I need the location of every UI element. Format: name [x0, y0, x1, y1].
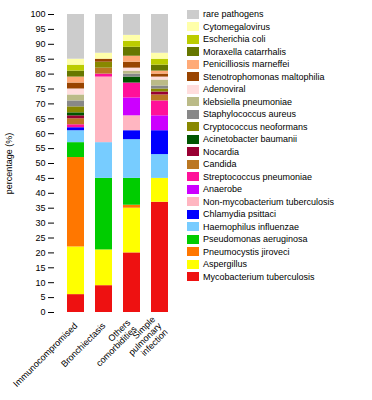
- svg-text:85: 85: [35, 54, 45, 64]
- svg-text:30: 30: [35, 218, 45, 228]
- svg-text:25: 25: [35, 233, 45, 243]
- html-text:Penicilliosis marneffei: Penicilliosis marneffei: [203, 59, 290, 69]
- html-text:Stenotrophomonas maltophilia: Stenotrophomonas maltophilia: [203, 71, 325, 82]
- svg-text:60: 60: [35, 129, 45, 139]
- svg-text:Immunocompromised: Immunocompromised: [11, 320, 80, 389]
- svg-text:75: 75: [35, 84, 45, 94]
- svg-text:35: 35: [35, 203, 45, 213]
- html-text:Cryptococcus neoformans: Cryptococcus neoformans: [203, 121, 308, 132]
- svg-text:0: 0: [40, 307, 45, 317]
- html-text:Haemophilus influenzae: Haemophilus influenzae: [203, 221, 300, 232]
- html-text:Cytomegalovirus: Cytomegalovirus: [203, 21, 270, 32]
- svg-text:90: 90: [35, 39, 45, 49]
- svg-text:Bronchiectasis: Bronchiectasis: [59, 320, 108, 370]
- html-text:Mycobacterium tuberculosis: Mycobacterium tuberculosis: [203, 271, 315, 282]
- svg-text:20: 20: [35, 248, 45, 258]
- svg-text:Simplepulmonaryinfection: Simplepulmonaryinfection: [120, 314, 170, 364]
- svg-text:45: 45: [35, 173, 45, 183]
- html-text:klebsiella pneumoniae: klebsiella pneumoniae: [203, 96, 293, 107]
- svg-text:70: 70: [35, 99, 45, 109]
- html-text:Anaerobe: Anaerobe: [203, 184, 242, 194]
- html-text:Chlamydia psittaci: Chlamydia psittaci: [203, 209, 276, 219]
- html-text:Pneumocystis jiroveci: Pneumocystis jiroveci: [203, 246, 290, 257]
- svg-text:5: 5: [40, 292, 45, 302]
- svg-text:40: 40: [35, 188, 45, 198]
- svg-text:Otherscomorbidities: Otherscomorbidities: [88, 317, 139, 368]
- html-text:Acinetobacter baumanii: Acinetobacter baumanii: [203, 134, 298, 144]
- html-text:rare pathogens: rare pathogens: [203, 9, 264, 19]
- html-text:Escherichia coli: Escherichia coli: [203, 34, 266, 44]
- html-text:Aspergillus: Aspergillus: [203, 259, 247, 269]
- svg-text:10: 10: [35, 278, 45, 288]
- html-text:Non-mycobacterium tuberculosis: Non-mycobacterium tuberculosis: [203, 196, 335, 207]
- svg-text:95: 95: [35, 24, 45, 34]
- html-text:Streptococcus pneumoniae: Streptococcus pneumoniae: [203, 171, 313, 182]
- svg-text:65: 65: [35, 114, 45, 124]
- svg-text:55: 55: [35, 143, 45, 153]
- svg-text:50: 50: [35, 158, 45, 168]
- html-text:Pseudomonas aeruginosa: Pseudomonas aeruginosa: [203, 234, 308, 244]
- html-text:Candida: Candida: [203, 159, 237, 169]
- svg-text:15: 15: [35, 263, 45, 273]
- html-text:Adenoviral: Adenoviral: [203, 84, 246, 94]
- html-text:Nocardia: Nocardia: [203, 146, 239, 157]
- svg-text:100: 100: [30, 9, 45, 19]
- html-text:Moraxella catarrhalis: Moraxella catarrhalis: [203, 46, 286, 57]
- svg-text:80: 80: [35, 69, 45, 79]
- svg-text:percentage (%): percentage (%): [4, 133, 14, 195]
- html-text:Staphylococcus aureus: Staphylococcus aureus: [203, 109, 297, 119]
